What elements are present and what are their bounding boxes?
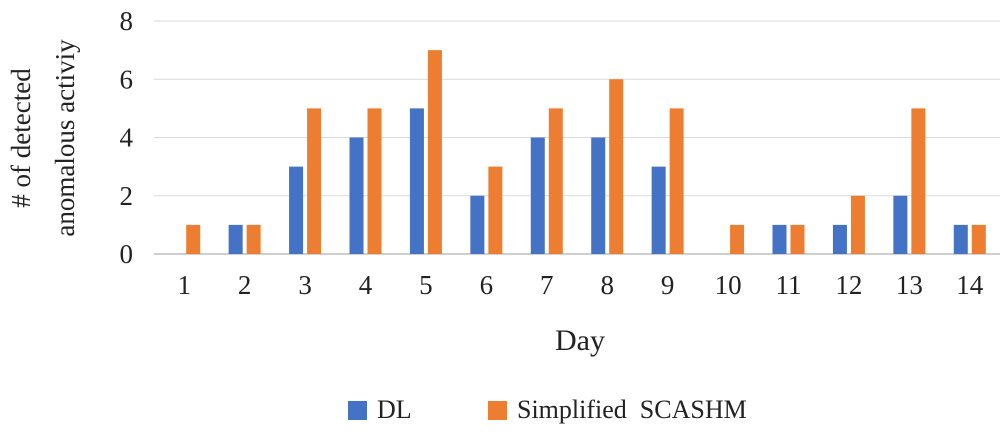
bar-simplified-scashm-day-9 [669, 108, 684, 254]
x-tick-label: 8 [600, 270, 614, 300]
x-axis-label: Day [555, 324, 605, 357]
legend-label-simplified-scashm: Simplified SCASHM [517, 395, 747, 424]
x-tick-label: 12 [835, 270, 862, 300]
bar-simplified-scashm-day-10 [730, 224, 745, 254]
y-axis-label-line-1: # of detected [6, 68, 36, 208]
bar-simplified-scashm-day-2 [246, 224, 261, 254]
bar-dl-day-9 [651, 166, 666, 254]
y-axis-label-line-2: anomalous activiy [50, 39, 80, 237]
bar-simplified-scashm-day-8 [609, 79, 624, 254]
y-tick-label: 0 [120, 239, 134, 269]
y-axis-ticks: 0 2 4 6 8 [120, 6, 134, 269]
bar-simplified-scashm-day-14 [971, 224, 986, 254]
legend-swatch-dl [348, 401, 367, 420]
x-tick-label: 2 [238, 270, 252, 300]
bar-simplified-scashm-day-11 [790, 224, 805, 254]
bar-dl-day-4 [349, 137, 364, 254]
x-tick-label: 14 [956, 270, 984, 300]
x-tick-label: 1 [177, 270, 191, 300]
legend: DL Simplified SCASHM [348, 395, 747, 424]
x-tick-label: 4 [359, 270, 373, 300]
bar-dl-day-13 [893, 195, 908, 254]
y-tick-label: 2 [120, 181, 134, 211]
bar-simplified-scashm-day-6 [488, 166, 503, 254]
bars [186, 50, 986, 254]
bar-dl-day-14 [953, 224, 968, 254]
x-tick-label: 9 [661, 270, 675, 300]
x-tick-label: 7 [540, 270, 554, 300]
x-tick-label: 10 [715, 270, 742, 300]
legend-label-dl: DL [377, 395, 412, 424]
x-tick-label: 11 [776, 270, 802, 300]
x-tick-label: 13 [896, 270, 923, 300]
bar-dl-day-11 [772, 224, 787, 254]
bar-simplified-scashm-day-5 [427, 50, 442, 254]
x-tick-label: 6 [480, 270, 494, 300]
y-tick-label: 8 [120, 6, 134, 36]
bar-simplified-scashm-day-4 [367, 108, 382, 254]
bar-dl-day-5 [409, 108, 424, 254]
bar-dl-day-8 [591, 137, 606, 254]
x-tick-label: 5 [419, 270, 433, 300]
bar-simplified-scashm-day-13 [911, 108, 926, 254]
bar-dl-day-2 [228, 224, 243, 254]
bar-simplified-scashm-day-1 [186, 224, 201, 254]
x-axis-ticks: 1 2 3 4 5 6 7 8 9 10 11 12 13 14 [177, 270, 983, 300]
bar-dl-day-3 [289, 166, 304, 254]
legend-swatch-simplified-scashm [488, 401, 507, 420]
bar-simplified-scashm-day-12 [850, 195, 865, 254]
bar-simplified-scashm-day-3 [307, 108, 322, 254]
y-tick-label: 4 [120, 123, 134, 153]
gridlines [154, 20, 1000, 255]
bar-simplified-scashm-day-7 [548, 108, 563, 254]
x-tick-label: 3 [298, 270, 312, 300]
bar-dl-day-7 [530, 137, 545, 254]
y-tick-label: 6 [120, 64, 134, 94]
bar-dl-day-6 [470, 195, 485, 254]
bar-dl-day-12 [832, 224, 847, 254]
